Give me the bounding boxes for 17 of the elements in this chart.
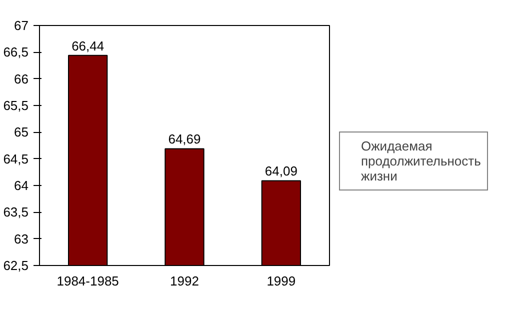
y-tick-label: 67 — [14, 18, 29, 33]
y-tick-label: 63 — [14, 231, 29, 246]
data-label: 64,09 — [264, 164, 298, 179]
y-tick-label: 65,5 — [3, 98, 29, 113]
y-tick-label: 65 — [14, 124, 29, 140]
y-tick-label: 66,5 — [3, 44, 29, 60]
text: Ожидаемая продолжительность жизни — [361, 138, 481, 184]
y-tick-label: 64,5 — [3, 151, 29, 166]
x-tick-label: 1984-1985 — [56, 274, 119, 288]
y-tick-label: 64 — [14, 178, 29, 193]
y-tick-label: 62,5 — [3, 258, 29, 273]
data-label: 66,44 — [72, 38, 104, 54]
y-tick-label: 66 — [14, 71, 29, 86]
x-tick-label: 1992 — [170, 274, 199, 288]
data-label: 64,69 — [168, 132, 201, 147]
y-tick-label: 63,5 — [3, 204, 29, 220]
x-tick-label: 1999 — [266, 274, 296, 288]
